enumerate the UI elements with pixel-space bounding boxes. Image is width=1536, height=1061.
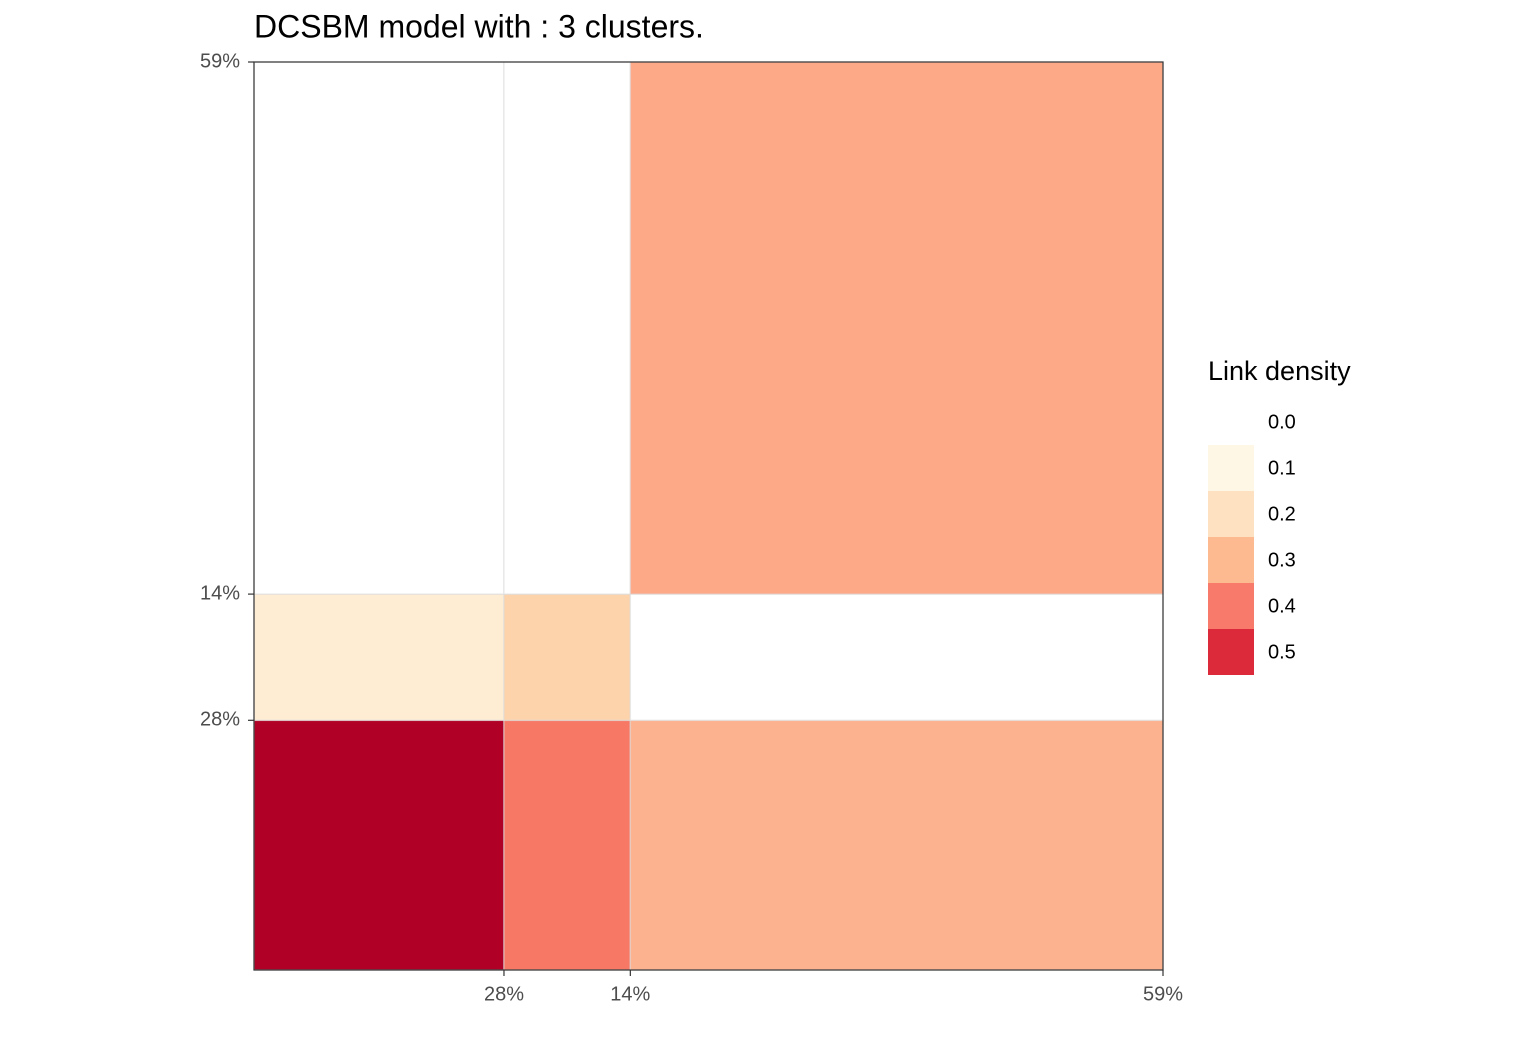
chart-title: DCSBM model with : 3 clusters. [254, 8, 704, 44]
legend-title: Link density [1208, 356, 1351, 386]
x-tick-label: 28% [484, 983, 524, 1005]
block-cell [629, 719, 1164, 971]
block-cell [503, 593, 632, 722]
legend-label: 0.0 [1268, 411, 1296, 433]
legend-key [1208, 629, 1254, 675]
y-tick-label: 59% [200, 50, 240, 72]
x-tick-label: 14% [610, 983, 650, 1005]
legend-key [1208, 445, 1254, 491]
block-cell [253, 593, 505, 722]
block-cell [503, 61, 632, 595]
legend-key [1208, 583, 1254, 629]
legend-label: 0.4 [1268, 595, 1296, 617]
y-tick-label: 14% [200, 582, 240, 604]
block-cell [629, 61, 1164, 595]
block-cell [503, 719, 632, 971]
legend-label: 0.2 [1268, 503, 1296, 525]
legend-label: 0.3 [1268, 549, 1296, 571]
block-cell [253, 719, 505, 971]
legend-key [1208, 537, 1254, 583]
legend-key [1208, 399, 1254, 445]
block-cell [253, 61, 505, 595]
legend-label: 0.5 [1268, 641, 1296, 663]
x-tick-label: 59% [1143, 983, 1183, 1005]
y-tick-label: 28% [200, 709, 240, 731]
panel-border [253, 61, 1164, 971]
block-cell [629, 593, 1164, 722]
legend-key [1208, 491, 1254, 537]
legend-label: 0.1 [1268, 457, 1296, 479]
